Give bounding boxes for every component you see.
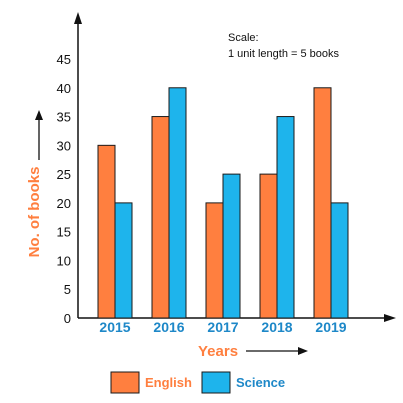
y-tick-label: 30 [57, 138, 71, 153]
y-tick-label: 15 [57, 225, 71, 240]
x-tick-label: 2019 [315, 319, 346, 335]
legend-label-science: Science [236, 375, 285, 390]
bar-english-2016 [151, 116, 170, 319]
bar-science-2018 [276, 116, 295, 319]
y-tick-label: 20 [57, 196, 71, 211]
scale-note: Scale: 1 unit length = 5 books [228, 32, 339, 60]
y-tick-label: 40 [57, 81, 71, 96]
bar-science-2015 [114, 202, 133, 319]
x-axis-arrow [384, 314, 396, 322]
x-tick-label: 2017 [207, 319, 238, 335]
y-axis-arrow [74, 12, 82, 24]
x-tick-labels: 2015 2016 2017 2018 2019 [99, 319, 346, 335]
scale-note-line1: Scale: [228, 32, 259, 44]
bar-science-2016 [168, 87, 187, 319]
bars [97, 87, 349, 319]
bar-english-2018 [259, 173, 278, 319]
y-tick-label: 5 [64, 282, 71, 297]
legend: English Science [110, 371, 285, 394]
legend-label-english: English [145, 375, 192, 390]
legend-swatch-english [110, 371, 140, 394]
x-tick-label: 2016 [153, 319, 184, 335]
y-tick-labels: 0 5 10 15 20 25 30 35 40 45 [57, 52, 71, 326]
legend-swatch-science [201, 371, 231, 394]
bar-english-2017 [205, 202, 224, 319]
y-tick-label: 25 [57, 167, 71, 182]
x-axis-title: Years [198, 343, 238, 360]
bar-science-2019 [330, 202, 349, 319]
y-axis-title: No. of books [26, 167, 43, 258]
scale-note-line2: 1 unit length = 5 books [228, 48, 339, 60]
y-axis-title-group: No. of books [26, 110, 43, 257]
y-tick-label: 10 [57, 253, 71, 268]
bar-english-2015 [97, 144, 116, 319]
bar-english-2019 [313, 87, 332, 319]
x-tick-label: 2015 [99, 319, 130, 335]
bar-science-2017 [222, 173, 241, 319]
x-title-arrow-head [298, 347, 308, 355]
y-tick-label: 45 [57, 52, 71, 67]
y-tick-label: 0 [64, 311, 71, 326]
y-title-arrow-head [35, 110, 43, 120]
y-tick-label: 35 [57, 110, 71, 125]
x-tick-label: 2018 [261, 319, 292, 335]
x-axis-title-group: Years [198, 343, 308, 360]
